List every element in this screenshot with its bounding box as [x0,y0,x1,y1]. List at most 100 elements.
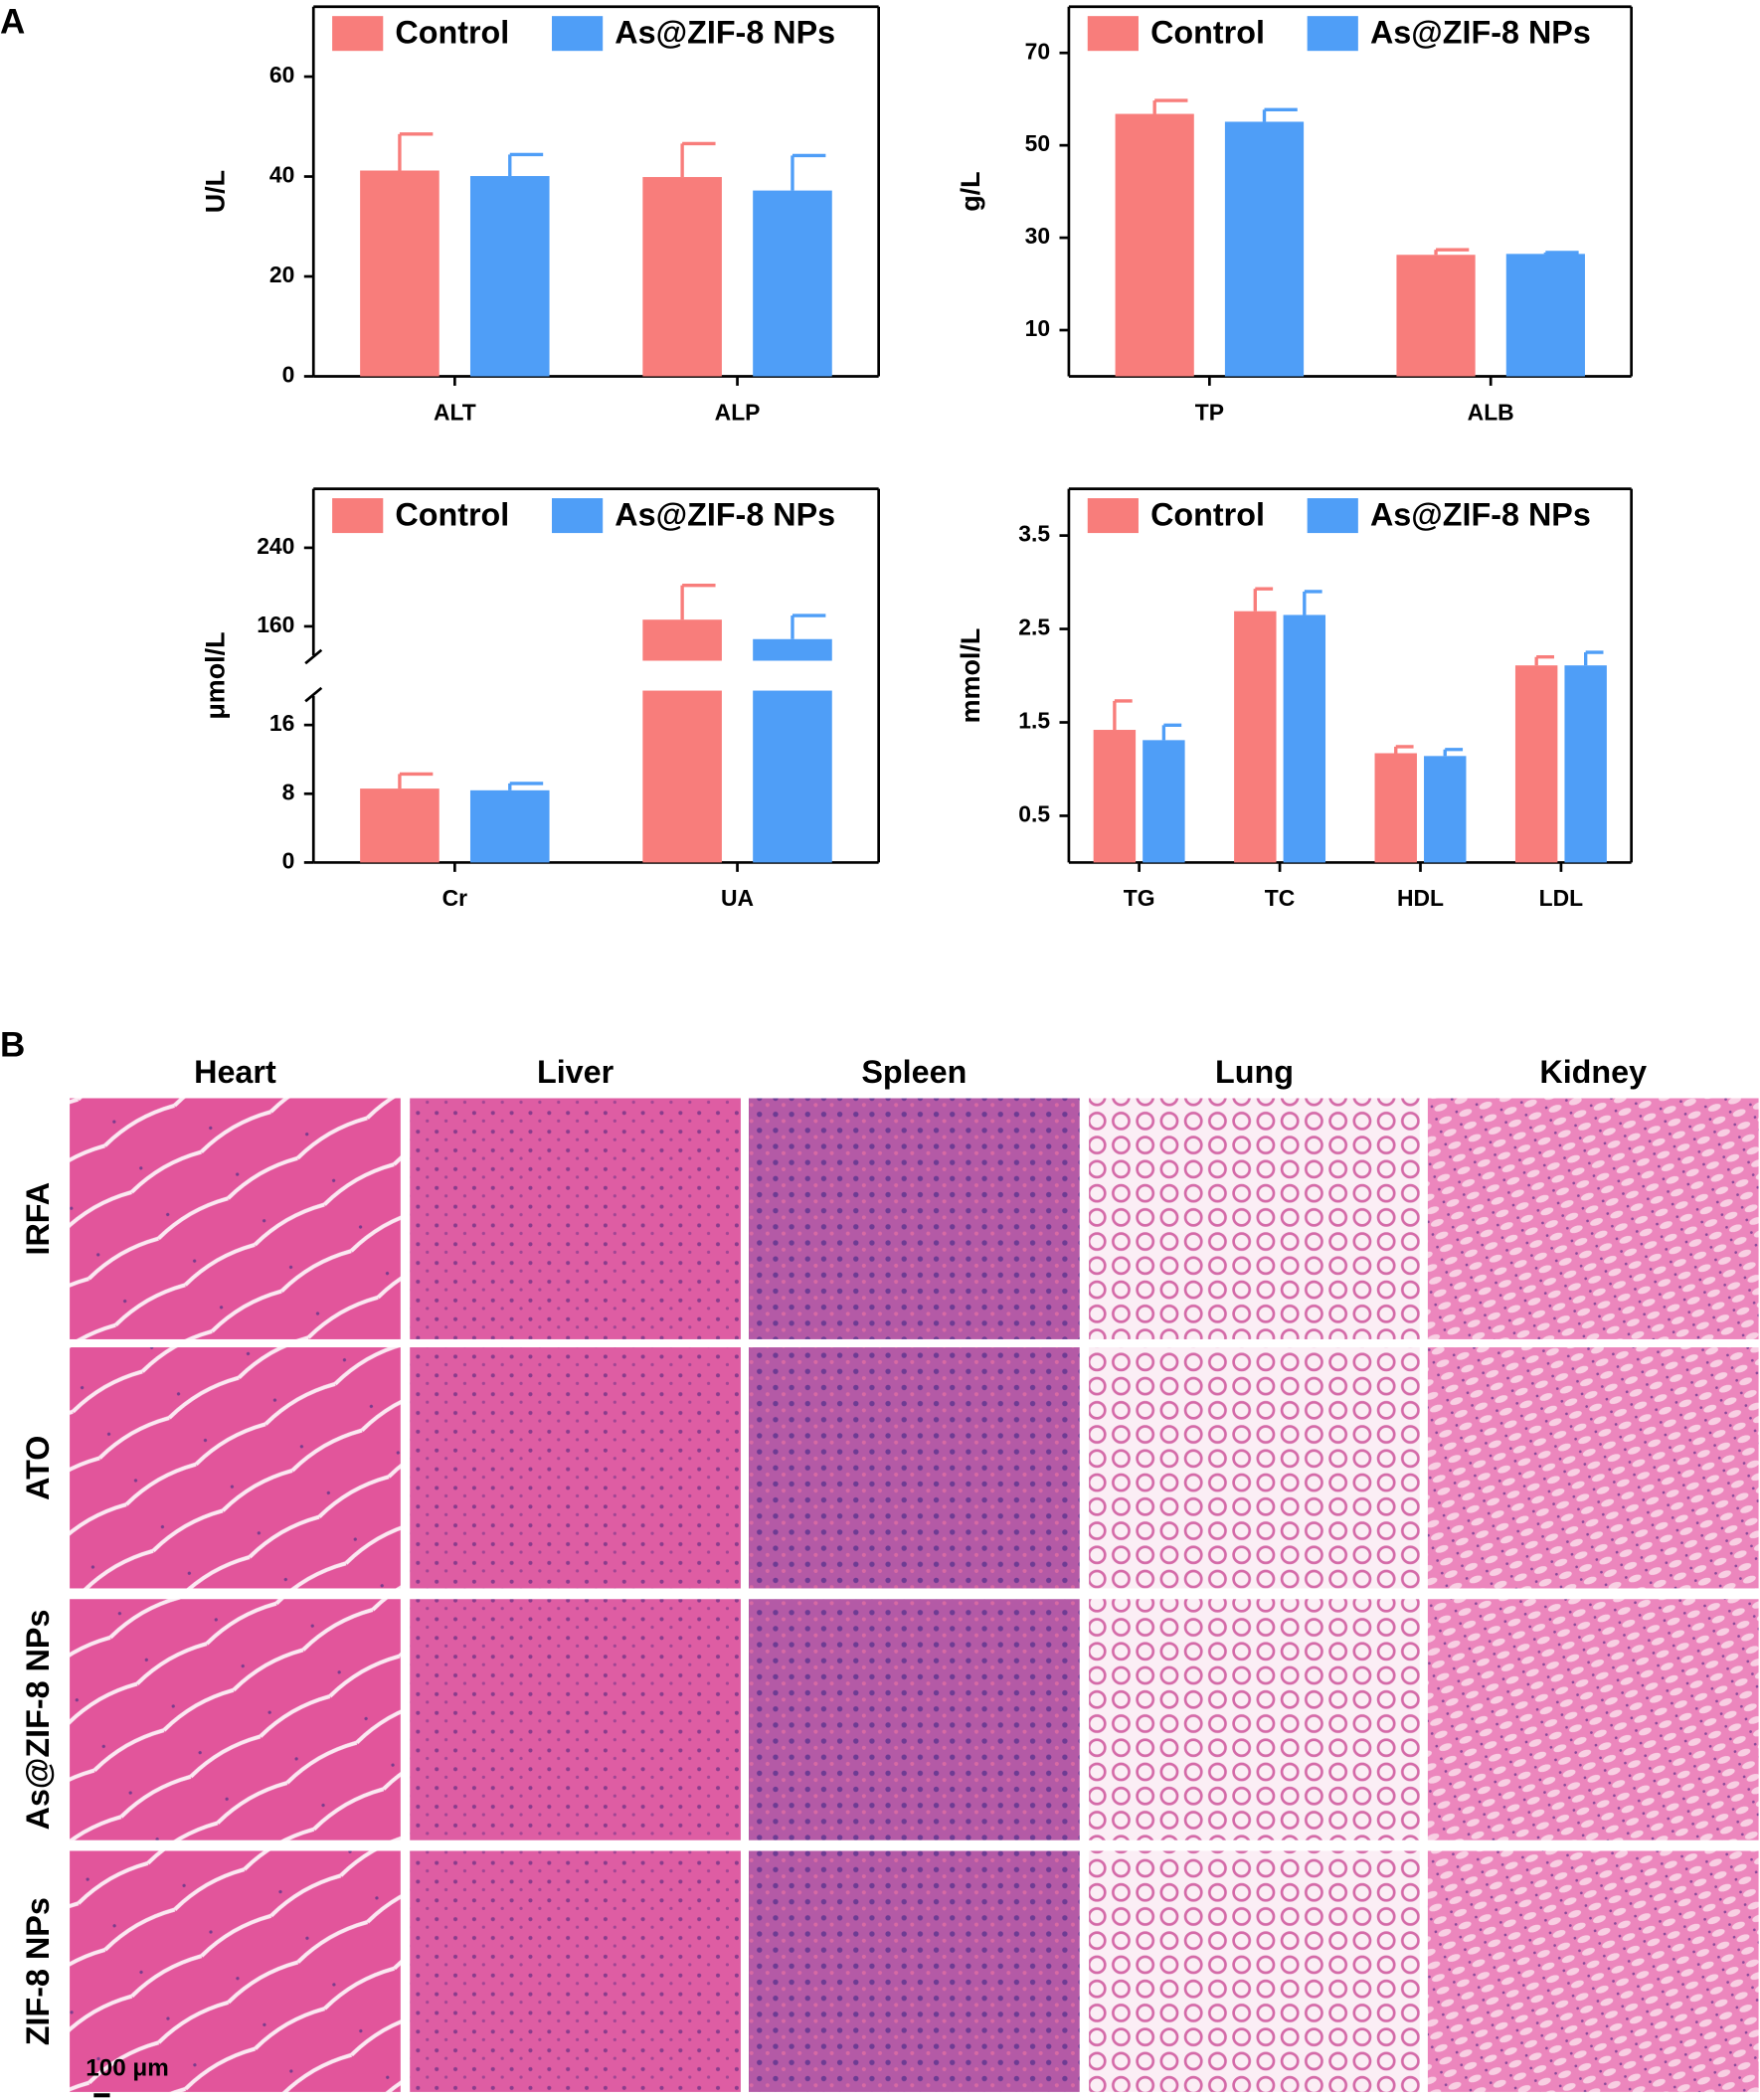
histology-image [1089,1850,1420,2092]
legend-label: Control [395,15,509,51]
bar [642,177,722,377]
y-tick-label: 240 [257,533,294,559]
column-header: Kidney [1539,1054,1647,1090]
histology-image [70,1850,401,2092]
histology-image [1427,1347,1759,1589]
bar [1564,665,1607,863]
row-label: ZIF-8 NPs [20,1897,56,2045]
bar [753,190,832,377]
histology-image [410,1850,741,2092]
column-header: Spleen [861,1054,967,1090]
histology-image [410,1347,741,1589]
legend-label: Control [395,496,509,532]
scale-bar [93,2093,110,2098]
legend-label: Control [1150,15,1265,51]
x-tick-label: ALT [434,399,476,425]
y-tick-label: 1.5 [1018,708,1050,734]
histology-image [70,1347,401,1589]
histology-image [749,1599,1080,1840]
bar [1143,740,1185,863]
column-header: Liver [537,1054,615,1090]
y-tick-label: 0.5 [1018,801,1050,827]
legend-swatch [1087,16,1139,52]
bar [1234,611,1277,863]
histology-image [70,1599,401,1840]
histology-image [1427,1599,1759,1840]
legend-label: As@ZIF-8 NPs [1370,496,1591,532]
histology-image [1089,1098,1420,1339]
y-tick-label: 160 [257,612,294,637]
histology-image [749,1098,1080,1339]
x-tick-label: TG [1124,885,1155,911]
axis-break [304,648,323,665]
y-tick-label: 10 [1025,315,1050,341]
y-axis-label: U/L [200,170,230,213]
y-axis-label: g/L [956,171,985,211]
bar [1115,113,1194,377]
y-tick-label: 3.5 [1018,521,1050,547]
histology-image [1427,1850,1759,2092]
scale-bar-label: 100 μm [86,2054,169,2081]
legend-swatch [552,16,604,52]
x-tick-label: HDL [1397,885,1444,911]
legend-swatch [1087,498,1139,534]
histology-image [1089,1599,1420,1840]
y-tick-label: 30 [1025,223,1050,249]
bar [1093,730,1137,863]
x-tick-label: ALP [715,399,761,425]
bar [469,176,550,377]
bar [1424,756,1467,863]
axis-break [304,686,323,703]
x-tick-label: TC [1265,885,1295,911]
panel-label: B [0,1026,25,1065]
legend-swatch [1307,498,1358,534]
histology-image [1427,1098,1759,1339]
x-tick-label: LDL [1539,885,1583,911]
column-header: Heart [194,1054,276,1090]
histology-image [749,1347,1080,1589]
legend-label: As@ZIF-8 NPs [615,496,835,532]
x-tick-label: UA [721,885,754,911]
bar [1514,665,1558,863]
legend-swatch [332,16,384,52]
bar [360,788,440,863]
column-header: Lung [1215,1054,1294,1090]
y-tick-label: 2.5 [1018,614,1050,640]
histology-image [70,1098,401,1339]
x-tick-label: Cr [442,885,468,911]
histology-image [1089,1347,1420,1589]
y-tick-label: 0 [282,362,295,388]
legend-swatch [552,498,604,534]
bar [1374,753,1417,863]
y-tick-label: 70 [1025,38,1050,64]
bar [469,789,550,863]
bar [642,690,722,863]
y-tick-label: 0 [282,847,295,873]
y-axis-label: mmol/L [956,628,985,724]
histology-image [410,1599,741,1840]
y-tick-label: 40 [269,162,294,188]
row-label: As@ZIF-8 NPs [20,1610,56,1831]
legend-swatch [1307,16,1358,52]
bar [1224,121,1305,377]
bar [360,170,440,377]
legend-label: As@ZIF-8 NPs [1370,15,1591,51]
legend-label: As@ZIF-8 NPs [615,15,835,51]
y-tick-label: 8 [282,779,295,804]
bar [1396,255,1476,377]
y-tick-label: 60 [269,62,294,88]
row-label: ATO [20,1436,56,1500]
x-tick-label: ALB [1468,399,1514,425]
legend-swatch [332,498,384,534]
bar [753,690,832,863]
legend-label: Control [1150,496,1265,532]
y-tick-label: 20 [269,262,294,287]
histology-image [749,1850,1080,2092]
row-label: IRFA [20,1182,56,1256]
y-tick-label: 16 [269,710,294,736]
panel-label: A [0,2,25,41]
y-tick-label: 50 [1025,130,1050,156]
bar [642,619,722,661]
x-tick-label: TP [1195,399,1224,425]
